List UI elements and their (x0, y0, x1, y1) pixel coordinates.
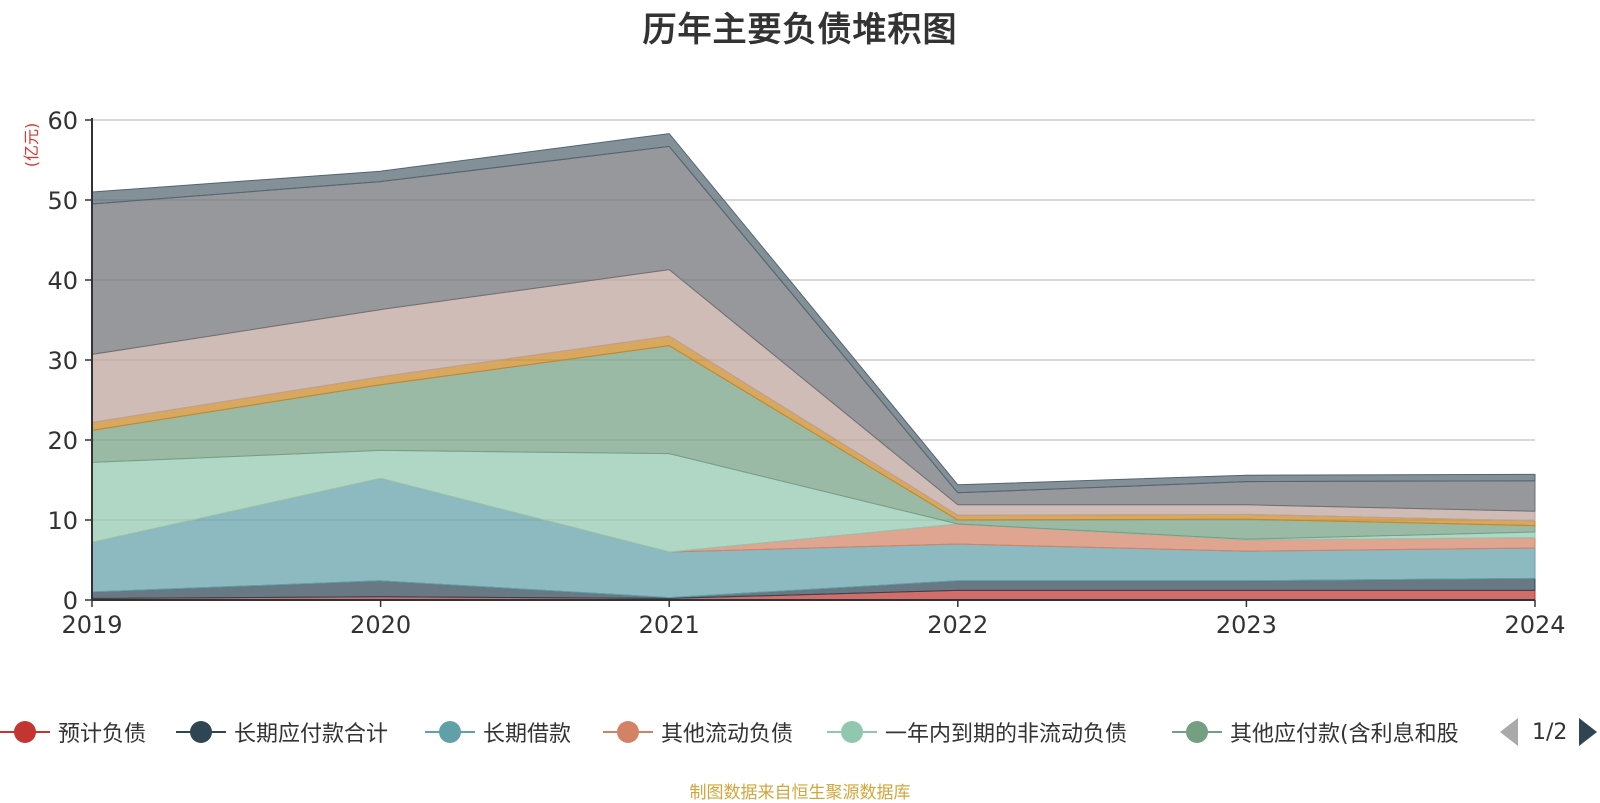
x-tick-label-2023: 2023 (1216, 611, 1277, 639)
legend-item-0[interactable]: 预计负债 (0, 712, 146, 752)
legend-item-3[interactable]: 其他流动负债 (603, 712, 793, 752)
legend: 预计负债 长期应付款合计 长期借款 其他流动负债 一年内到期的非流动负债 其他应付款(含利… (0, 712, 1600, 752)
y-tick-label: 60 (47, 107, 78, 135)
legend-marker-icon (1172, 712, 1222, 752)
x-tick-label-2024: 2024 (1504, 611, 1565, 639)
legend-marker-icon (425, 712, 475, 752)
legend-marker-icon (827, 712, 877, 752)
y-axis-label: (亿元) (22, 123, 41, 168)
legend-item-2[interactable]: 长期借款 (425, 712, 571, 752)
legend-label: 其他应付款(含利息和股 (1230, 722, 1459, 747)
x-tick-label-2020: 2020 (350, 611, 411, 639)
y-tick-label: 50 (47, 187, 78, 215)
x-tick-label-2022: 2022 (927, 611, 988, 639)
legend-page-indicator: 1/2 (1532, 719, 1568, 745)
legend-item-5[interactable]: 其他应付款(含利息和股 (1172, 712, 1459, 752)
legend-pager: 1/2 (1500, 712, 1598, 752)
y-tick-label: 10 (47, 507, 78, 535)
x-tick-label-2019: 2019 (61, 611, 122, 639)
chart-title: 历年主要负债堆积图 (642, 10, 958, 50)
y-tick-label: 30 (47, 347, 78, 375)
y-tick-label: 40 (47, 267, 78, 295)
legend-label: 预计负债 (58, 722, 147, 747)
y-tick-label: 0 (63, 587, 78, 615)
legend-prev-arrow-icon[interactable] (1500, 718, 1518, 746)
area-series-9 (91, 133, 1536, 494)
legend-item-4[interactable]: 一年内到期的非流动负债 (827, 712, 1127, 752)
axes: 0 10 20 30 40 50 60 2019 2020 2021 2022 2023 2024 (47, 107, 1565, 639)
legend-marker-icon (603, 712, 653, 752)
chart-plot: 0 10 20 30 40 50 60 2019 2020 2021 2022 2023 2024 (亿… (22, 107, 1566, 639)
x-tick-label-2021: 2021 (639, 611, 700, 639)
legend-label: 长期借款 (483, 722, 572, 747)
stacked-areas (91, 133, 1536, 601)
legend-label: 长期应付款合计 (234, 722, 389, 747)
legend-label: 一年内到期的非流动负债 (885, 722, 1128, 747)
legend-marker-icon (176, 712, 226, 752)
y-tick-label: 20 (47, 427, 78, 455)
legend-next-arrow-icon[interactable] (1579, 718, 1598, 746)
legend-marker-icon (0, 712, 50, 752)
legend-label: 其他流动负债 (661, 722, 794, 747)
legend-item-1[interactable]: 长期应付款合计 (176, 712, 388, 752)
source-note: 制图数据来自恒生聚源数据库 (689, 783, 911, 803)
